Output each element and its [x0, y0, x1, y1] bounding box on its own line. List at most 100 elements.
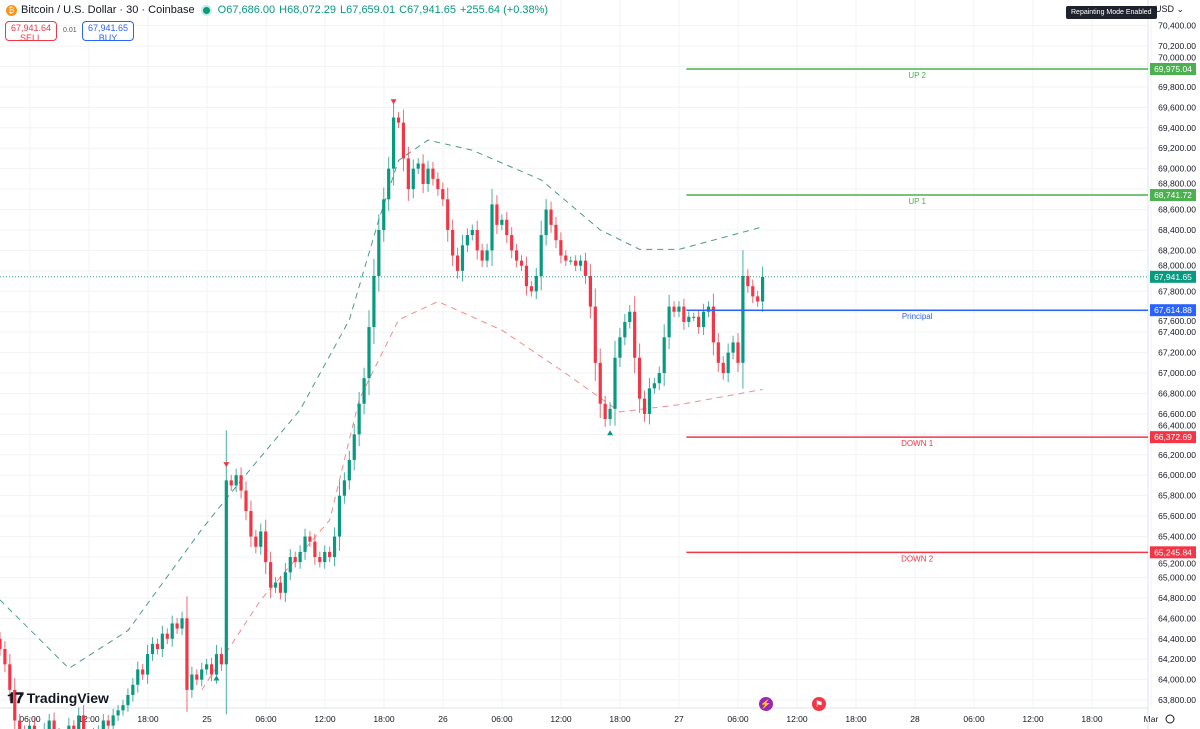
- candle-down: [716, 342, 720, 363]
- symbol-header: ₿ Bitcoin / U.S. Dollar · 30 · Coinbase …: [6, 4, 548, 16]
- bitcoin-icon: ₿: [6, 4, 17, 16]
- level-label: UP 1: [908, 197, 926, 206]
- candle-up: [131, 684, 135, 695]
- candle-down: [396, 117, 401, 123]
- sell-signal-icon: [390, 99, 397, 105]
- y-tick-label: 70,000.00: [1158, 52, 1196, 62]
- candle-down: [721, 362, 725, 374]
- event-us-flag-icon[interactable]: ⚑: [812, 697, 826, 711]
- candle-up: [367, 327, 371, 379]
- candle-down: [736, 342, 740, 363]
- candle-up: [323, 551, 327, 563]
- y-tick-label: 63,800.00: [1158, 695, 1196, 705]
- candle-down: [165, 633, 169, 639]
- y-tick-label: 70,400.00: [1158, 21, 1196, 31]
- currency-label: USD: [1155, 4, 1175, 14]
- candle-up: [303, 536, 307, 552]
- y-tick-label: 69,600.00: [1158, 102, 1196, 112]
- x-tick-label: 06:00: [19, 714, 41, 724]
- candle-down: [519, 260, 524, 266]
- candle-down: [244, 490, 248, 512]
- level-price-tag: [1150, 62, 1196, 75]
- candle-down: [401, 122, 406, 159]
- candle-up: [726, 352, 730, 374]
- candle-down: [480, 250, 484, 261]
- x-tick-label: 18:00: [137, 714, 159, 724]
- candle-up: [27, 725, 32, 729]
- candle-down: [431, 168, 435, 179]
- x-tick-label: 12:00: [314, 714, 336, 724]
- candle-down: [229, 480, 233, 486]
- candle-up: [731, 342, 735, 353]
- candle-down: [421, 163, 425, 184]
- sell-label: SELL: [19, 33, 43, 43]
- buy-button[interactable]: 67,941.65 BUY: [82, 21, 134, 43]
- candle-down: [441, 189, 445, 200]
- candle-down: [524, 265, 529, 287]
- candle-up: [677, 306, 681, 312]
- candle-up: [426, 168, 430, 184]
- candle-down: [549, 209, 553, 225]
- level-price-text: 66,372.69: [1154, 432, 1192, 442]
- candle-down: [756, 296, 760, 302]
- x-tick-label: 06:00: [255, 714, 277, 724]
- candle-up: [283, 572, 287, 593]
- sell-button[interactable]: 67,941.64 SELL: [5, 21, 57, 43]
- candle-down: [593, 306, 597, 363]
- x-tick-label: 12:00: [78, 714, 100, 724]
- candle-up: [47, 720, 51, 729]
- candle-up: [146, 654, 150, 675]
- candle-down: [185, 618, 189, 690]
- y-tick-label: 66,600.00: [1158, 409, 1196, 419]
- candle-up: [121, 705, 125, 711]
- y-tick-label: 66,800.00: [1158, 388, 1196, 398]
- candle-up: [500, 219, 504, 225]
- candle-up: [205, 664, 209, 670]
- x-tick-label: 28: [910, 714, 920, 724]
- candle-down: [559, 240, 563, 256]
- buy-label: BUY: [98, 33, 118, 43]
- candle-down: [106, 720, 110, 726]
- ohlc-close: C67,941.65: [399, 4, 456, 16]
- y-tick-label: 64,400.00: [1158, 634, 1196, 644]
- y-tick-label: 67,600.00: [1158, 316, 1196, 326]
- currency-selector[interactable]: USD ⌄: [1155, 4, 1185, 14]
- x-tick-label: 26: [438, 714, 448, 724]
- candle-up: [411, 168, 415, 190]
- candle-up: [170, 623, 174, 639]
- candle-down: [554, 224, 558, 241]
- candle-down: [18, 720, 22, 729]
- x-tick-label: 25: [202, 714, 212, 724]
- level-price-tag: [1150, 304, 1196, 317]
- candle-down: [328, 551, 332, 558]
- candle-up: [544, 209, 548, 236]
- candle-up: [352, 434, 356, 460]
- candle-up: [392, 117, 396, 169]
- candle-up: [116, 710, 120, 716]
- candle-down: [711, 306, 715, 343]
- candle-up: [259, 531, 263, 547]
- candle-down: [564, 255, 568, 261]
- level-label: UP 2: [908, 71, 926, 80]
- x-tick-label: 12:00: [550, 714, 572, 724]
- y-tick-label: 66,200.00: [1158, 450, 1196, 460]
- event-lightning-icon[interactable]: ⚡: [759, 697, 773, 711]
- y-tick-label: 68,400.00: [1158, 225, 1196, 235]
- candle-down: [436, 178, 440, 190]
- y-tick-label: 65,000.00: [1158, 572, 1196, 582]
- logo-text: TradingView: [26, 690, 109, 706]
- candle-down: [697, 316, 701, 328]
- tradingview-logo[interactable]: 𝟏𝟕 TradingView: [7, 690, 109, 707]
- y-tick-label: 65,200.00: [1158, 558, 1196, 568]
- candle-down: [515, 250, 519, 261]
- x-tick-label: 12:00: [786, 714, 808, 724]
- y-tick-label: 67,000.00: [1158, 368, 1196, 378]
- candle-up: [234, 475, 238, 486]
- candle-up: [628, 311, 632, 322]
- spread: 0.01: [63, 27, 77, 34]
- symbol-title[interactable]: Bitcoin / U.S. Dollar · 30 · Coinbase: [21, 4, 195, 16]
- candle-up: [460, 245, 465, 271]
- y-tick-label: 67,400.00: [1158, 327, 1196, 337]
- settings-icon[interactable]: [1165, 714, 1175, 724]
